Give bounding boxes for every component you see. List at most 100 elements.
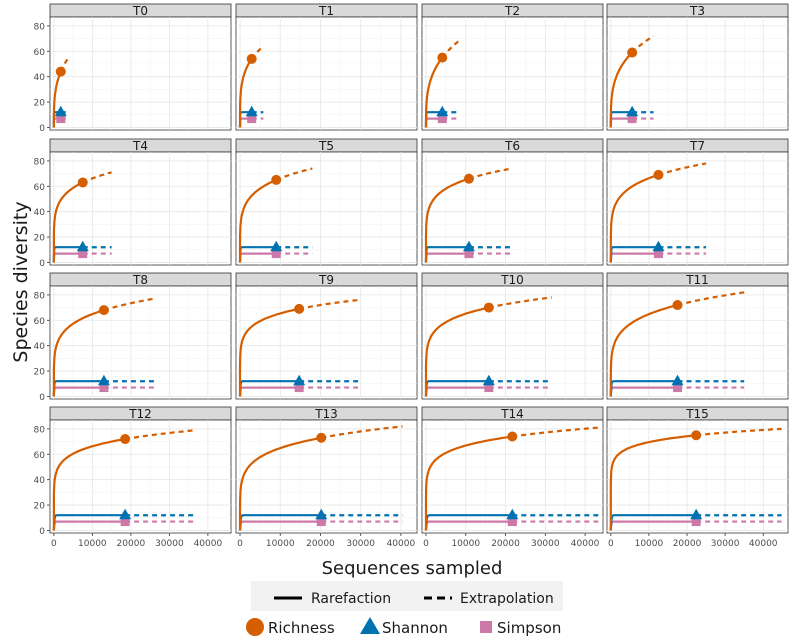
simpson-point — [507, 517, 517, 527]
simpson-point — [464, 249, 474, 259]
simpson-point — [120, 517, 130, 527]
panel-title: T0 — [132, 4, 148, 18]
panel-title: T3 — [689, 4, 705, 18]
panel-t4: T4 0 20 40 60 80 — [34, 138, 232, 269]
panel-curves — [238, 425, 403, 531]
x-tick-label: 30000 — [711, 539, 740, 549]
richness-rarefaction-line — [52, 71, 62, 128]
x-tick-label: 0 — [608, 539, 614, 549]
richness-extrapolation-line — [468, 167, 513, 180]
richness-point — [55, 66, 66, 77]
simpson-point — [294, 383, 304, 393]
panel-title: T10 — [500, 273, 524, 287]
panel-curves — [609, 291, 745, 397]
richness-extrapolation-line — [512, 426, 599, 438]
panel-curves — [609, 162, 707, 263]
richness-point — [672, 300, 683, 311]
legend-rarefaction-label: Rarefaction — [311, 591, 391, 607]
y-tick-label: 40 — [34, 208, 46, 218]
richness-extrapolation-line — [488, 296, 552, 309]
richness-rarefaction-line — [52, 437, 126, 531]
panel-t10: T10 — [421, 272, 604, 400]
simpson-point — [271, 249, 281, 259]
shannon-point — [506, 508, 519, 520]
panel-title: T7 — [689, 139, 705, 153]
richness-rarefaction-line — [609, 303, 678, 397]
shannon-point — [97, 374, 110, 386]
richness-rarefaction-line — [238, 178, 277, 263]
legend-shannon-marker — [360, 617, 380, 634]
panel-t15: T15 0 10000 20000 30000 40000 — [606, 406, 789, 549]
simpson-point — [653, 249, 663, 259]
simpson-point — [627, 114, 637, 124]
shannon-point — [671, 374, 684, 386]
legend-shannon-label: Shannon — [382, 619, 448, 637]
legend-linetype: Rarefaction Extrapolation — [251, 581, 563, 611]
panel-t1: T1 — [235, 3, 418, 131]
x-tick-label: 40000 — [749, 539, 778, 549]
richness-rarefaction-line — [52, 181, 84, 263]
panel-title: T8 — [132, 273, 148, 287]
x-tick-label: 10000 — [78, 539, 107, 549]
panel-curves — [52, 297, 155, 397]
richness-point — [271, 174, 282, 185]
richness-rarefaction-line — [238, 307, 300, 397]
panel-t11: T11 — [606, 272, 789, 400]
x-tick-label: 40000 — [194, 539, 223, 549]
panel-title: T6 — [504, 139, 520, 153]
x-tick-label: 30000 — [346, 539, 375, 549]
shannon-point — [690, 508, 703, 520]
shannon-point — [315, 508, 328, 520]
shannon-point — [293, 374, 306, 386]
panel-curves — [52, 429, 197, 531]
richness-rarefaction-line — [609, 173, 659, 263]
simpson-point — [672, 383, 682, 393]
y-tick-label: 80 — [34, 22, 46, 32]
y-tick-label: 80 — [34, 425, 46, 435]
y-tick-label: 80 — [34, 157, 46, 167]
richness-point — [98, 305, 109, 316]
richness-point — [483, 302, 494, 313]
panel-title: T11 — [685, 273, 709, 287]
legend-extrapolation-label: Extrapolation — [460, 591, 554, 607]
panel-t2: T2 — [421, 3, 604, 131]
simpson-point — [247, 114, 257, 124]
richness-point — [437, 52, 448, 63]
y-tick-label: 20 — [34, 99, 46, 109]
panel-t5: T5 — [235, 138, 418, 266]
panel-title: T15 — [685, 407, 709, 421]
y-tick-label: 60 — [34, 48, 46, 58]
simpson-point — [78, 249, 88, 259]
panel-curves — [238, 298, 359, 397]
simpson-point — [316, 517, 326, 527]
y-tick-label: 0 — [39, 259, 45, 269]
panel-curves — [424, 426, 599, 531]
panel-title: T2 — [504, 4, 520, 18]
x-tick-label: 20000 — [306, 539, 335, 549]
y-tick-label: 20 — [34, 368, 46, 378]
richness-point — [691, 430, 702, 441]
richness-extrapolation-line — [275, 167, 313, 181]
simpson-point — [691, 517, 701, 527]
x-tick-label: 0 — [51, 539, 57, 549]
legend-richness-label: Richness — [268, 619, 335, 637]
panel-title: T4 — [132, 139, 148, 153]
richness-extrapolation-line — [321, 425, 403, 439]
panel-t9: T9 — [235, 272, 418, 400]
y-tick-label: 80 — [34, 291, 46, 301]
panel-background — [235, 16, 418, 131]
simpson-point — [99, 383, 109, 393]
richness-extrapolation-line — [124, 429, 197, 441]
y-tick-label: 20 — [34, 234, 46, 244]
richness-rarefaction-line — [609, 434, 697, 531]
panel-curves — [424, 40, 460, 128]
x-tick-label: 30000 — [531, 539, 560, 549]
panel-t3: T3 — [606, 3, 789, 131]
y-tick-label: 0 — [39, 124, 45, 134]
shannon-point — [245, 105, 258, 117]
y-tick-label: 40 — [34, 476, 46, 486]
richness-rarefaction-line — [609, 51, 633, 128]
richness-point — [507, 431, 518, 442]
richness-point — [463, 173, 474, 184]
